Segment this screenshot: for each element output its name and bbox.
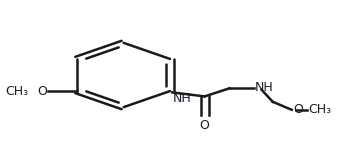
Text: O: O — [37, 85, 47, 98]
Text: CH₃: CH₃ — [5, 85, 28, 98]
Text: O: O — [200, 119, 210, 132]
Text: CH₃: CH₃ — [308, 103, 331, 116]
Text: NH: NH — [172, 92, 191, 105]
Text: NH: NH — [255, 81, 274, 94]
Text: O: O — [293, 103, 303, 116]
